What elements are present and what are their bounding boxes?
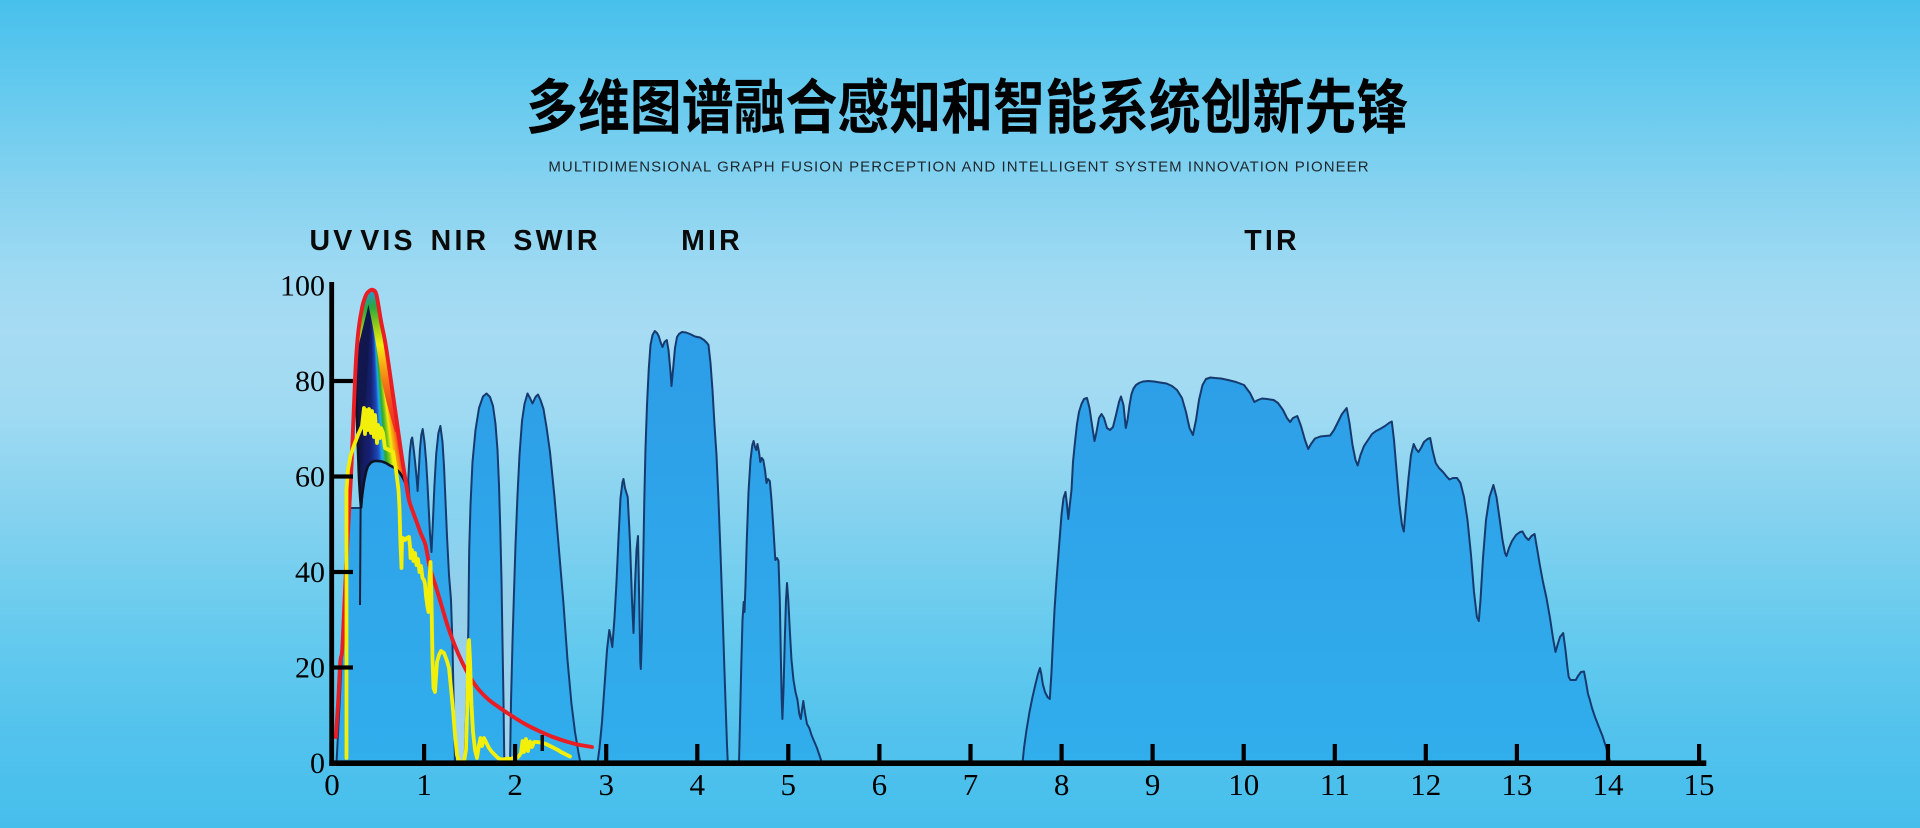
svg-text:6: 6 [872, 767, 888, 802]
svg-text:10: 10 [1228, 767, 1259, 802]
svg-text:15: 15 [1684, 767, 1715, 802]
svg-text:14: 14 [1593, 767, 1625, 802]
svg-text:60: 60 [295, 460, 325, 493]
svg-text:VIS: VIS [360, 225, 416, 257]
svg-text:20: 20 [295, 651, 325, 684]
svg-text:9: 9 [1145, 767, 1161, 802]
svg-text:TIR: TIR [1244, 225, 1300, 257]
svg-text:1: 1 [416, 767, 432, 802]
svg-text:SWIR: SWIR [513, 225, 600, 257]
svg-text:4: 4 [690, 767, 706, 802]
svg-text:13: 13 [1501, 767, 1532, 802]
svg-text:0: 0 [310, 747, 325, 780]
svg-text:3: 3 [598, 767, 614, 802]
svg-text:80: 80 [295, 365, 325, 398]
svg-text:UV: UV [310, 225, 356, 257]
svg-text:11: 11 [1320, 767, 1350, 802]
svg-text:NIR: NIR [431, 225, 490, 257]
svg-text:8: 8 [1054, 767, 1070, 802]
svg-text:5: 5 [781, 767, 797, 802]
svg-text:MIR: MIR [681, 225, 743, 257]
svg-text:0: 0 [324, 767, 340, 802]
svg-text:MULTIDIMENSIONAL GRAPH FUSION: MULTIDIMENSIONAL GRAPH FUSION PERCEPTION… [548, 159, 1369, 176]
svg-text:12: 12 [1410, 767, 1441, 802]
svg-text:40: 40 [295, 556, 325, 589]
svg-text:7: 7 [963, 767, 979, 802]
svg-text:100: 100 [280, 269, 325, 302]
svg-text:2: 2 [507, 767, 523, 802]
